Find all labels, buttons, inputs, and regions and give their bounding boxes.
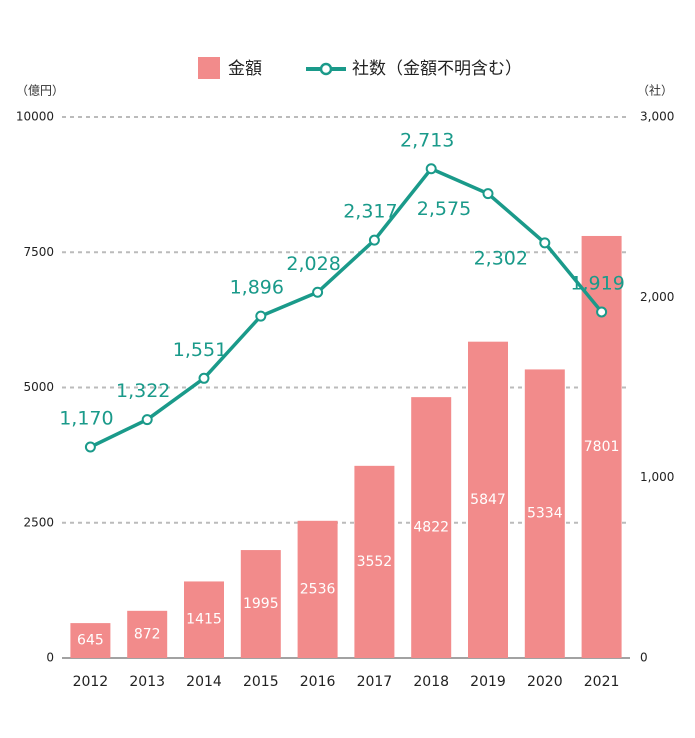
- bar: [70, 623, 111, 658]
- bar: [581, 235, 622, 659]
- x-tick-label: 2020: [527, 674, 563, 690]
- bar: [411, 397, 452, 658]
- line-value-label: 1,919: [570, 272, 624, 294]
- y2-tick-label: 1,000: [640, 470, 674, 484]
- y-tick-label: 0: [46, 651, 54, 665]
- bar: [297, 520, 338, 658]
- x-tick-label: 2013: [129, 674, 165, 690]
- line-value-label: 2,317: [343, 201, 397, 223]
- bar: [468, 341, 508, 658]
- line-value-label: 2,575: [417, 198, 471, 220]
- x-tick-label: 2018: [413, 674, 449, 690]
- line-marker: [482, 188, 494, 200]
- y2-tick-label: 2,000: [640, 290, 674, 304]
- legend-marker: [319, 62, 333, 76]
- line-marker: [255, 310, 267, 322]
- x-tick-label: 2015: [243, 674, 279, 690]
- line-marker: [596, 306, 608, 318]
- legend-label: 金額: [228, 59, 262, 79]
- y-tick-label: 5000: [23, 380, 54, 394]
- line-marker: [141, 414, 153, 426]
- bar-value-label: 872: [134, 626, 161, 642]
- y-tick-label: 7500: [23, 245, 54, 259]
- bar: [240, 550, 281, 658]
- line-marker: [539, 237, 551, 249]
- line-value-label: 1,170: [59, 408, 113, 430]
- bar-value-label: 3552: [357, 554, 393, 570]
- bar: [354, 465, 395, 658]
- line-marker: [368, 234, 380, 246]
- y2-axis-label: （社）: [637, 83, 673, 98]
- bar-value-label: 1415: [186, 612, 222, 628]
- x-tick-label: 2017: [357, 674, 393, 690]
- bar: [524, 369, 565, 658]
- x-tick-label: 2016: [300, 674, 336, 690]
- legend-label: 社数（金額不明含む）: [352, 59, 522, 79]
- bar-value-label: 4822: [413, 520, 449, 536]
- line-value-label: 1,322: [116, 380, 170, 402]
- x-tick-label: 2019: [470, 674, 506, 690]
- bar-value-label: 1995: [243, 596, 279, 612]
- line: [89, 166, 603, 449]
- line-marker: [84, 441, 96, 453]
- line-value-label: 2,028: [286, 253, 340, 275]
- y-tick-label: 10000: [16, 110, 54, 124]
- x-tick-label: 2012: [73, 674, 109, 690]
- y2-tick-label: 0: [640, 651, 648, 665]
- bar-value-label: 5847: [470, 492, 506, 508]
- bar-value-label: 2536: [300, 581, 336, 597]
- bar-value-label: 5334: [527, 506, 563, 522]
- line-value-label: 2,302: [474, 247, 528, 269]
- bar: [127, 610, 168, 658]
- line-marker: [198, 372, 210, 384]
- y2-tick-label: 3,000: [640, 110, 674, 124]
- x-tick-label: 2014: [186, 674, 222, 690]
- bar-value-label: 7801: [584, 439, 620, 455]
- line-value-label: 2,713: [400, 129, 454, 151]
- line-marker: [312, 286, 324, 298]
- y-tick-label: 2500: [23, 515, 54, 529]
- x-tick-label: 2021: [584, 674, 620, 690]
- legend-swatch: [198, 57, 220, 79]
- line-value-label: 1,896: [230, 277, 284, 299]
- line-marker: [425, 163, 437, 175]
- bar: [184, 581, 224, 658]
- bar-value-label: 645: [77, 633, 104, 649]
- y-axis-label: （億円）: [16, 84, 64, 98]
- line-value-label: 1,551: [173, 339, 227, 361]
